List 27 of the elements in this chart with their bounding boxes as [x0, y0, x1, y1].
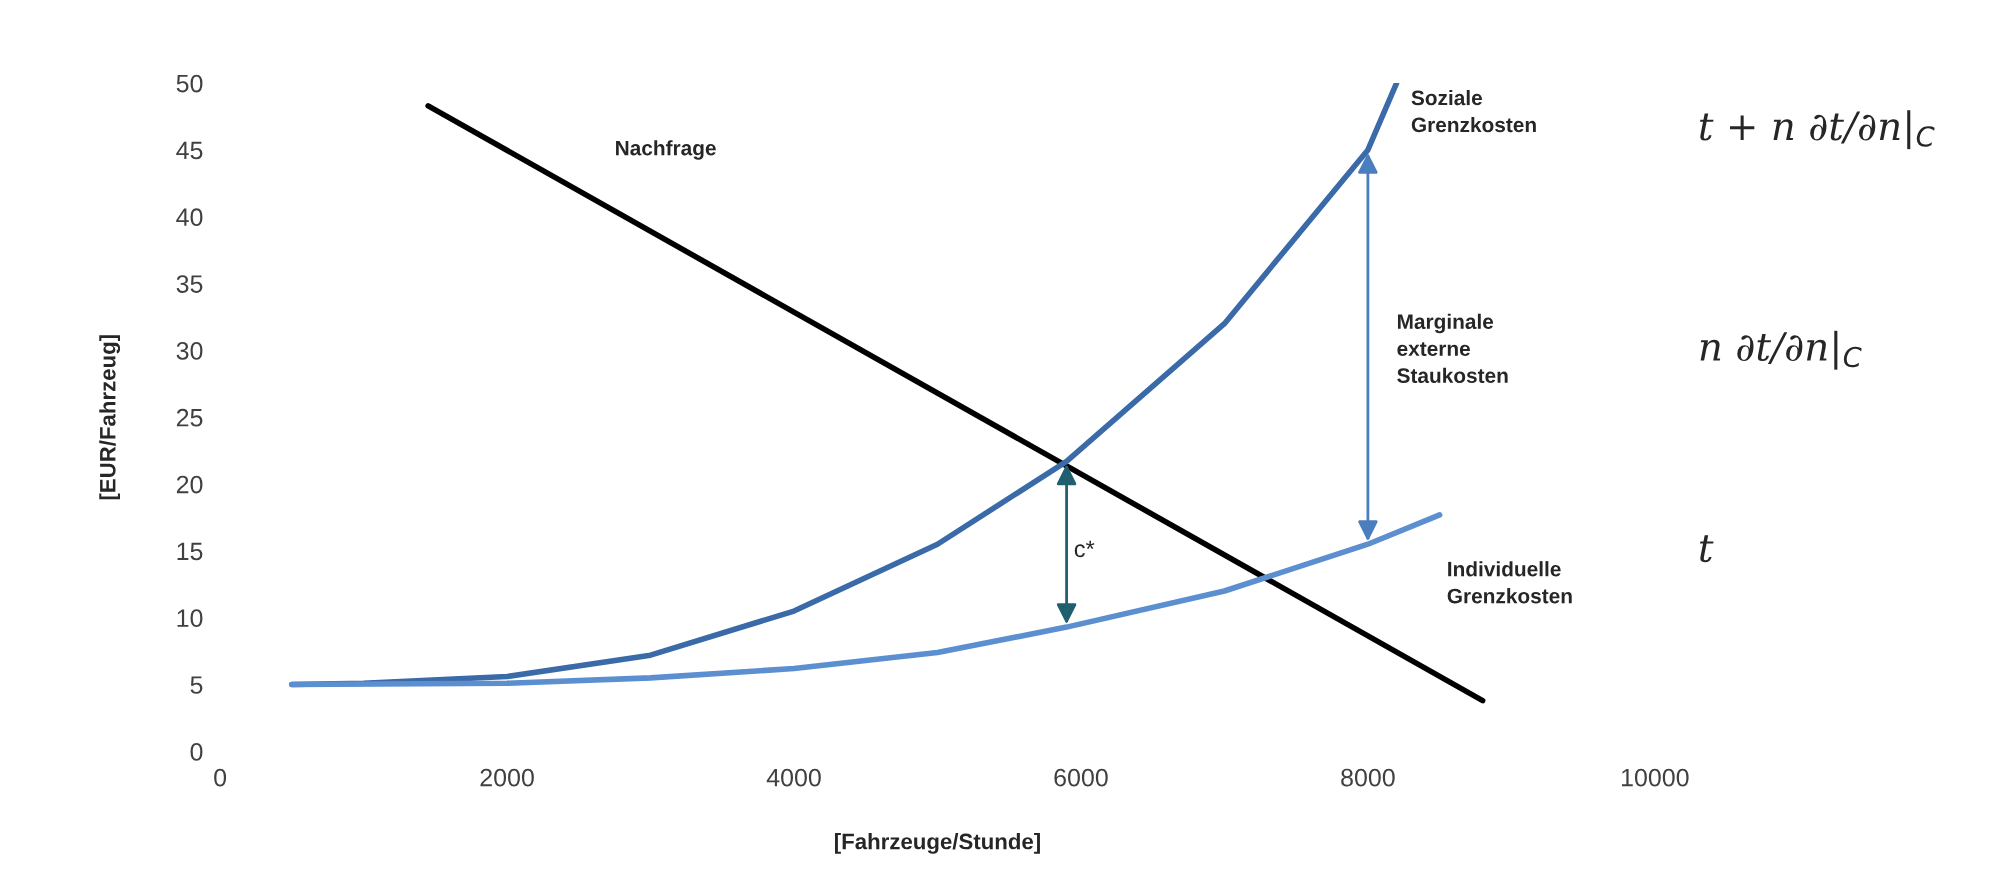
annotation: Marginale externe Staukosten — [1397, 313, 1508, 384]
annotation: c* — [1074, 540, 1095, 558]
x-tick-label: 4000 — [766, 768, 821, 787]
x-tick-label: 2000 — [480, 768, 534, 787]
x-tick-label: 0 — [214, 768, 227, 787]
text: t + n ∂t/∂n|$_{C}$ — [1700, 110, 1935, 150]
y-tick-label: 20 — [176, 475, 203, 494]
y-tick-label: 35 — [176, 275, 203, 293]
y-tick-label: 40 — [176, 208, 203, 227]
y-tick-label: 30 — [176, 342, 203, 360]
y-tick-label: 0 — [190, 743, 203, 761]
text: t — [1700, 535, 1714, 563]
annotation: Nachfrage — [616, 140, 716, 160]
x-tick-label: 8000 — [1341, 768, 1395, 787]
y-tick-label: 5 — [190, 676, 203, 694]
x-tick-label: 10000 — [1621, 768, 1689, 787]
x-axis-title: [Fahrzeuge/Stunde] — [835, 833, 1040, 854]
x-tick-label: 6000 — [1054, 768, 1108, 787]
y-tick-label: 25 — [176, 408, 203, 427]
y-tick-label: 10 — [177, 609, 203, 628]
y-axis-title: [EUR/Fahrzeug] — [99, 335, 121, 500]
y-tick-label: 45 — [176, 141, 203, 160]
text: n ∂t/∂n|$_{C}$ — [1700, 330, 1862, 370]
y-tick-label: 15 — [177, 542, 203, 561]
annotation: Individuelle Grenzkosten — [1447, 561, 1572, 604]
y-tick-label: 50 — [176, 74, 203, 93]
annotation: Soziale Grenzkosten — [1411, 89, 1536, 133]
